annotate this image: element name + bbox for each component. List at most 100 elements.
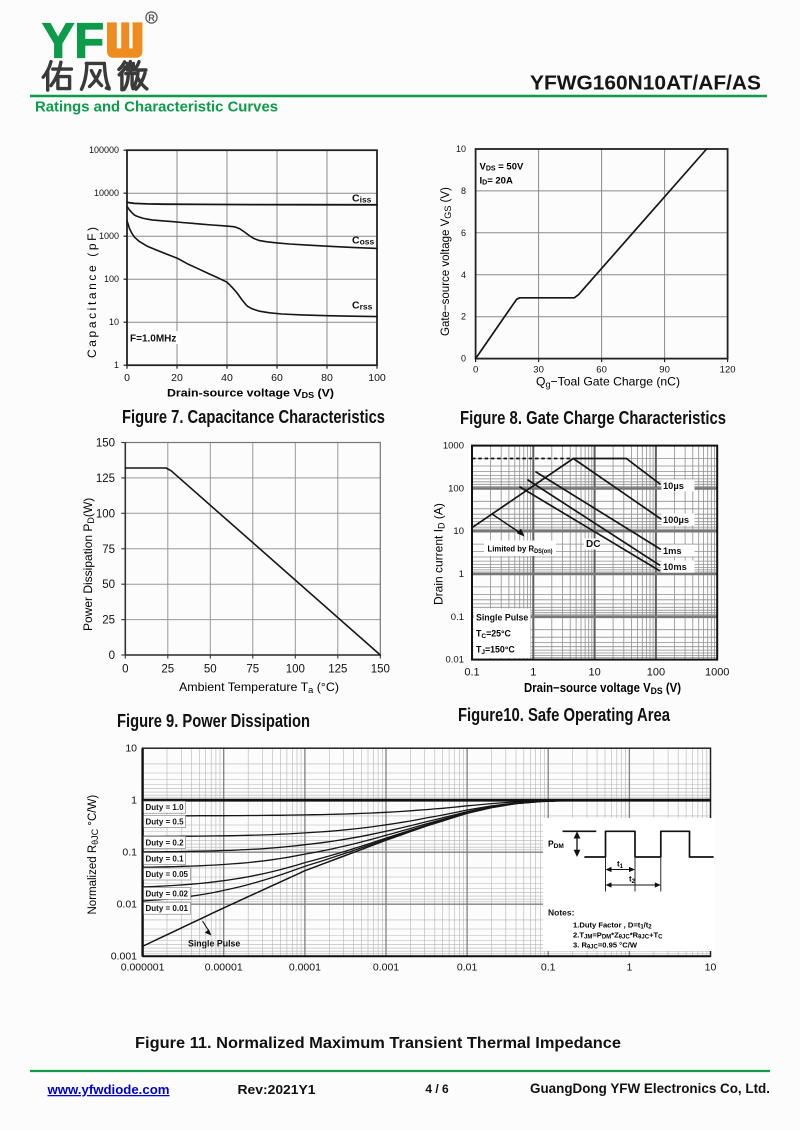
svg-text:www.yfwdiode.com: www.yfwdiode.com	[46, 1083, 169, 1097]
svg-text:120: 120	[720, 365, 736, 376]
svg-text:1: 1	[131, 795, 137, 807]
svg-text:0: 0	[109, 650, 115, 662]
svg-text:DC: DC	[586, 539, 600, 550]
svg-text:6: 6	[461, 228, 466, 238]
svg-text:Qg−Toal Gate Charge (nC): Qg−Toal Gate Charge (nC)	[536, 375, 680, 390]
svg-text:0.1: 0.1	[464, 667, 479, 679]
svg-text:100000: 100000	[89, 145, 119, 155]
svg-text:1: 1	[459, 569, 464, 580]
svg-text:60: 60	[596, 365, 607, 376]
svg-text:Power Dissipation PD(W): Power Dissipation PD(W)	[81, 498, 96, 631]
svg-text:Normalized RθJC °C/W): Normalized RθJC °C/W)	[87, 795, 100, 915]
svg-text:80: 80	[321, 372, 333, 384]
svg-text:0.001: 0.001	[111, 951, 137, 963]
svg-text:25: 25	[102, 615, 115, 627]
svg-text:100µs: 100µs	[663, 515, 689, 525]
svg-text:0.1: 0.1	[451, 612, 464, 623]
svg-text:8: 8	[461, 186, 466, 196]
svg-text:Figure 9. Power Dissipation: Figure 9. Power Dissipation	[117, 710, 310, 731]
svg-text:Drain current ID (A): Drain current ID (A)	[432, 503, 447, 605]
svg-text:F=1.0MHz: F=1.0MHz	[130, 334, 176, 345]
svg-text:2.TJM=PDM*ZθJC*RθJC+TC: 2.TJM=PDM*ZθJC*RθJC+TC	[573, 931, 663, 941]
svg-text:Capacitance (pF): Capacitance (pF)	[85, 224, 99, 358]
svg-text:10ms: 10ms	[663, 562, 687, 572]
svg-text:50: 50	[204, 664, 217, 676]
svg-text:Drain−source voltage VDS (V): Drain−source voltage VDS (V)	[524, 681, 681, 697]
svg-text:1ms: 1ms	[663, 546, 682, 556]
svg-text:1: 1	[530, 667, 536, 679]
svg-text:ID= 20A: ID= 20A	[480, 176, 513, 187]
svg-text:Ciss: Ciss	[352, 193, 372, 205]
svg-text:10: 10	[125, 743, 137, 755]
svg-text:0: 0	[122, 664, 128, 676]
svg-text:10: 10	[456, 144, 466, 154]
svg-text:Crss: Crss	[352, 300, 373, 312]
svg-text:0.00001: 0.00001	[205, 962, 243, 974]
svg-text:4 / 6: 4 / 6	[425, 1082, 449, 1096]
svg-text:Figure 7. Capacitance Characte: Figure 7. Capacitance Characteristics	[122, 406, 385, 427]
svg-text:100: 100	[96, 508, 115, 520]
svg-text:1000: 1000	[705, 667, 729, 679]
svg-text:Gate−source voltage VGS (V): Gate−source voltage VGS (V)	[440, 187, 453, 336]
svg-text:0: 0	[124, 372, 130, 384]
svg-text:Duty = 0.05: Duty = 0.05	[146, 870, 189, 879]
svg-text:0.01: 0.01	[446, 655, 465, 666]
svg-text:VDS = 50V: VDS = 50V	[480, 162, 524, 173]
svg-text:1: 1	[114, 360, 119, 370]
svg-text:100: 100	[448, 483, 464, 494]
svg-text:3. RθJC=0.95 °C/W: 3. RθJC=0.95 °C/W	[573, 941, 638, 951]
svg-text:TJ=150°C: TJ=150°C	[476, 645, 515, 657]
svg-text:0.01: 0.01	[117, 899, 138, 911]
svg-text:10: 10	[705, 962, 717, 974]
svg-text:GuangDong YFW Electronics Co,: GuangDong YFW Electronics Co, Ltd.	[530, 1081, 770, 1096]
svg-text:0.001: 0.001	[373, 962, 399, 974]
svg-text:30: 30	[533, 365, 544, 376]
svg-text:Drain-source voltage VDS (V): Drain-source voltage V DS (V)	[167, 388, 334, 401]
svg-text:0.01: 0.01	[457, 962, 478, 974]
svg-text:10: 10	[588, 667, 600, 679]
svg-text:Duty = 0.01: Duty = 0.01	[146, 904, 189, 913]
svg-text:Figure10. Safe Operating Area: Figure10. Safe Operating Area	[458, 704, 671, 725]
svg-text:R: R	[148, 13, 155, 23]
svg-text:125: 125	[96, 473, 115, 485]
svg-text:100: 100	[647, 667, 665, 679]
svg-text:50: 50	[102, 579, 115, 591]
svg-text:Single Pulse: Single Pulse	[188, 939, 240, 949]
svg-text:10000: 10000	[94, 188, 119, 198]
svg-text:150: 150	[96, 438, 115, 450]
svg-text:Duty = 0.02: Duty = 0.02	[146, 890, 189, 899]
svg-text:40: 40	[221, 372, 233, 384]
svg-text:PDM: PDM	[548, 839, 564, 851]
svg-text:Rev:2021Y1: Rev:2021Y1	[238, 1083, 316, 1097]
svg-text:TC=25°C: TC=25°C	[476, 629, 512, 641]
svg-text:1000: 1000	[99, 231, 119, 241]
svg-text:125: 125	[328, 664, 347, 676]
svg-text:75: 75	[102, 544, 115, 556]
svg-text:10: 10	[109, 317, 119, 327]
svg-text:25: 25	[161, 664, 174, 676]
svg-text:0: 0	[473, 365, 478, 376]
svg-text:t1: t1	[617, 860, 624, 871]
svg-text:0: 0	[461, 354, 466, 364]
svg-text:t2: t2	[629, 875, 636, 886]
svg-text:Duty = 0.5: Duty = 0.5	[146, 817, 185, 826]
svg-text:Duty = 0.1: Duty = 0.1	[146, 855, 185, 864]
svg-text:1000: 1000	[443, 441, 464, 452]
svg-text:1.Duty Factor , D=t1/t2: 1.Duty Factor , D=t1/t2	[573, 921, 652, 931]
svg-text:10µs: 10µs	[663, 481, 684, 491]
svg-text:Duty = 1.0: Duty = 1.0	[146, 803, 185, 812]
svg-text:2: 2	[461, 312, 466, 322]
svg-text:Ambient Temperature Ta (°C): Ambient Temperature Ta (°C)	[179, 680, 339, 695]
svg-text:YF: YF	[42, 15, 104, 69]
svg-text:0.1: 0.1	[541, 962, 556, 974]
svg-text:0.1: 0.1	[122, 847, 137, 859]
svg-text:0.000001: 0.000001	[121, 962, 165, 974]
svg-text:Limited by RDS(on): Limited by RDS(on)	[488, 544, 553, 556]
svg-text:YFWG160N10AT/AF/AS: YFWG160N10AT/AF/AS	[530, 73, 761, 95]
svg-text:60: 60	[271, 372, 283, 384]
svg-text:Single Pulse: Single Pulse	[476, 613, 528, 623]
svg-text:100: 100	[368, 372, 386, 384]
svg-text:90: 90	[659, 365, 670, 376]
svg-text:Figure 11. Normalized Maximum: Figure 11. Normalized Maximum Transient …	[135, 1035, 621, 1052]
svg-text:0.0001: 0.0001	[289, 962, 321, 974]
